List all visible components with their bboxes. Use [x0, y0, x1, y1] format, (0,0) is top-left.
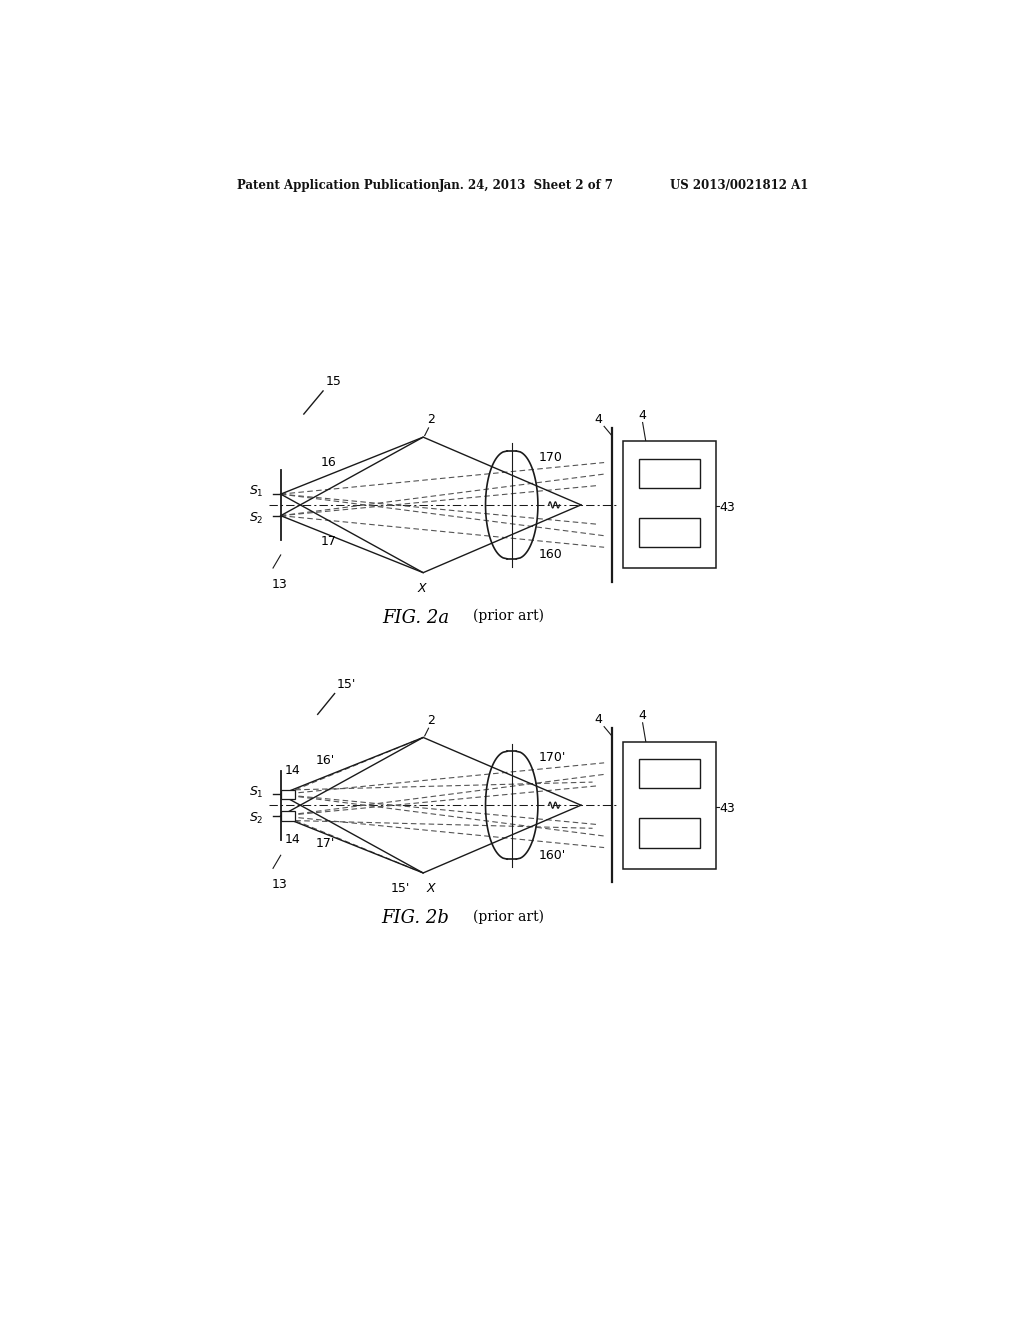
Text: X: X	[418, 582, 426, 595]
Bar	[639, 818, 700, 847]
Text: (prior art): (prior art)	[473, 609, 544, 623]
Text: 4: 4	[595, 413, 602, 425]
Bar	[639, 759, 700, 788]
Text: 160': 160'	[539, 849, 566, 862]
Text: 4: 4	[639, 709, 646, 722]
Text: 4: 4	[639, 409, 646, 422]
Text: X: X	[427, 882, 435, 895]
Text: 16: 16	[321, 455, 337, 469]
Text: 15: 15	[326, 375, 341, 388]
Text: 15': 15'	[390, 882, 410, 895]
Text: 42: 42	[698, 850, 715, 863]
Text: 15': 15'	[337, 678, 356, 692]
Bar	[282, 789, 295, 799]
Text: 13: 13	[271, 578, 287, 591]
Text: 42: 42	[698, 549, 715, 562]
Text: $S_1$: $S_1$	[249, 784, 264, 800]
Text: (prior art): (prior art)	[473, 909, 544, 924]
Bar	[282, 812, 295, 821]
Text: 41: 41	[698, 444, 715, 457]
Text: Jan. 24, 2013  Sheet 2 of 7: Jan. 24, 2013 Sheet 2 of 7	[438, 178, 613, 191]
Text: 43: 43	[720, 502, 735, 515]
Text: US 2013/0021812 A1: US 2013/0021812 A1	[670, 178, 808, 191]
Text: 14: 14	[285, 833, 300, 846]
Text: 17: 17	[321, 536, 337, 548]
Text: 43: 43	[720, 801, 735, 814]
Bar	[624, 441, 716, 569]
Text: 13: 13	[271, 878, 287, 891]
Text: 160: 160	[539, 548, 562, 561]
Text: Patent Application Publication: Patent Application Publication	[237, 178, 439, 191]
Bar	[639, 459, 700, 488]
Text: 2: 2	[427, 714, 435, 726]
Bar	[639, 517, 700, 548]
Text: 17': 17'	[315, 837, 335, 850]
Text: FIG. 2b: FIG. 2b	[382, 909, 450, 927]
Text: $S_2$: $S_2$	[249, 511, 264, 525]
Text: 2: 2	[427, 413, 435, 426]
Text: 14: 14	[285, 764, 300, 777]
Text: $S_1$: $S_1$	[249, 484, 264, 499]
Text: 170': 170'	[539, 751, 566, 764]
Text: FIG. 2a: FIG. 2a	[382, 609, 449, 627]
Text: 41: 41	[698, 743, 715, 756]
Text: $S_2$: $S_2$	[249, 810, 264, 826]
Text: 4: 4	[595, 713, 602, 726]
Bar	[624, 742, 716, 869]
Text: 16': 16'	[315, 754, 335, 767]
Text: 170: 170	[539, 450, 562, 463]
